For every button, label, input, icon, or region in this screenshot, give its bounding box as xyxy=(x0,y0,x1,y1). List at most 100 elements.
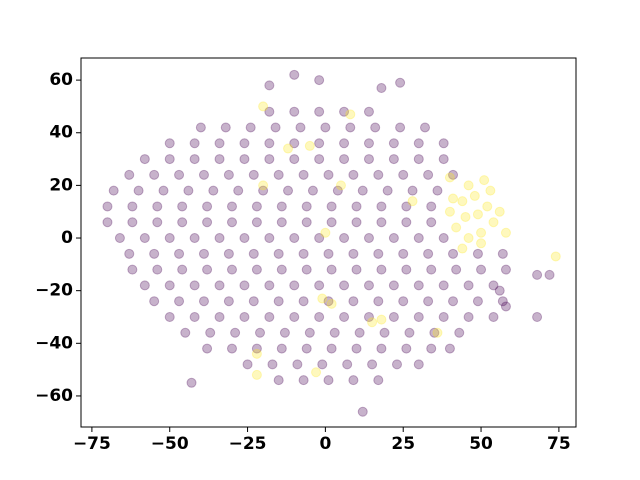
point xyxy=(451,264,462,275)
point xyxy=(233,185,244,196)
point xyxy=(476,227,487,238)
y-tick-label: −40 xyxy=(35,333,73,353)
point xyxy=(127,264,138,275)
point xyxy=(339,154,350,165)
point xyxy=(264,280,275,291)
point xyxy=(532,269,543,280)
point xyxy=(276,217,287,228)
point xyxy=(357,185,368,196)
point xyxy=(532,311,543,322)
point xyxy=(264,233,275,244)
point xyxy=(289,138,300,149)
point xyxy=(448,248,459,259)
point xyxy=(301,264,312,275)
point xyxy=(413,138,424,149)
point xyxy=(283,143,294,154)
point xyxy=(108,185,119,196)
point xyxy=(376,343,387,354)
point xyxy=(304,140,315,151)
point xyxy=(391,359,402,370)
point xyxy=(398,169,409,180)
point xyxy=(388,154,399,165)
point xyxy=(226,217,237,228)
point xyxy=(497,248,508,259)
point xyxy=(376,217,387,228)
point xyxy=(174,248,185,259)
point xyxy=(329,327,340,338)
point xyxy=(251,369,262,380)
point xyxy=(339,280,350,291)
point xyxy=(351,264,362,275)
point xyxy=(432,185,443,196)
point xyxy=(251,348,262,359)
point xyxy=(448,193,459,204)
point xyxy=(289,311,300,322)
point xyxy=(472,209,483,220)
point xyxy=(198,296,209,307)
point xyxy=(423,296,434,307)
point xyxy=(202,264,213,275)
point xyxy=(189,138,200,149)
point xyxy=(301,217,312,228)
point xyxy=(289,233,300,244)
point xyxy=(164,154,175,165)
point xyxy=(189,233,200,244)
point xyxy=(448,296,459,307)
point xyxy=(376,314,387,325)
point xyxy=(404,327,415,338)
point xyxy=(345,122,356,133)
point xyxy=(298,375,309,386)
point xyxy=(295,122,306,133)
point xyxy=(102,217,113,228)
point xyxy=(479,175,490,186)
point xyxy=(463,233,474,244)
point xyxy=(152,217,163,228)
point xyxy=(463,180,474,191)
point xyxy=(438,154,449,165)
point xyxy=(214,154,225,165)
point xyxy=(488,280,499,291)
point xyxy=(317,293,328,304)
point xyxy=(189,311,200,322)
point xyxy=(226,264,237,275)
point xyxy=(198,248,209,259)
point xyxy=(242,359,253,370)
point xyxy=(273,296,284,307)
y-tick-label: 40 xyxy=(49,123,73,143)
point xyxy=(202,201,213,212)
point xyxy=(202,217,213,228)
point xyxy=(251,343,262,354)
point xyxy=(335,180,346,191)
point xyxy=(363,311,374,322)
point xyxy=(420,122,431,133)
point xyxy=(379,327,390,338)
point xyxy=(214,280,225,291)
point xyxy=(289,69,300,80)
point xyxy=(454,327,465,338)
point xyxy=(202,343,213,354)
point xyxy=(373,248,384,259)
point xyxy=(363,154,374,165)
point xyxy=(395,77,406,88)
point xyxy=(152,264,163,275)
point xyxy=(289,106,300,117)
x-tick-label: 50 xyxy=(469,434,493,454)
point xyxy=(423,169,434,180)
point xyxy=(298,248,309,259)
point xyxy=(264,311,275,322)
x-tick-label: 25 xyxy=(391,434,415,454)
point xyxy=(245,122,256,133)
point xyxy=(407,185,418,196)
point xyxy=(485,185,496,196)
point xyxy=(401,264,412,275)
point xyxy=(500,227,511,238)
point xyxy=(320,122,331,133)
point xyxy=(323,248,334,259)
point xyxy=(326,298,337,309)
point xyxy=(469,190,480,201)
point xyxy=(248,248,259,259)
point xyxy=(264,106,275,117)
point xyxy=(214,233,225,244)
point xyxy=(298,169,309,180)
